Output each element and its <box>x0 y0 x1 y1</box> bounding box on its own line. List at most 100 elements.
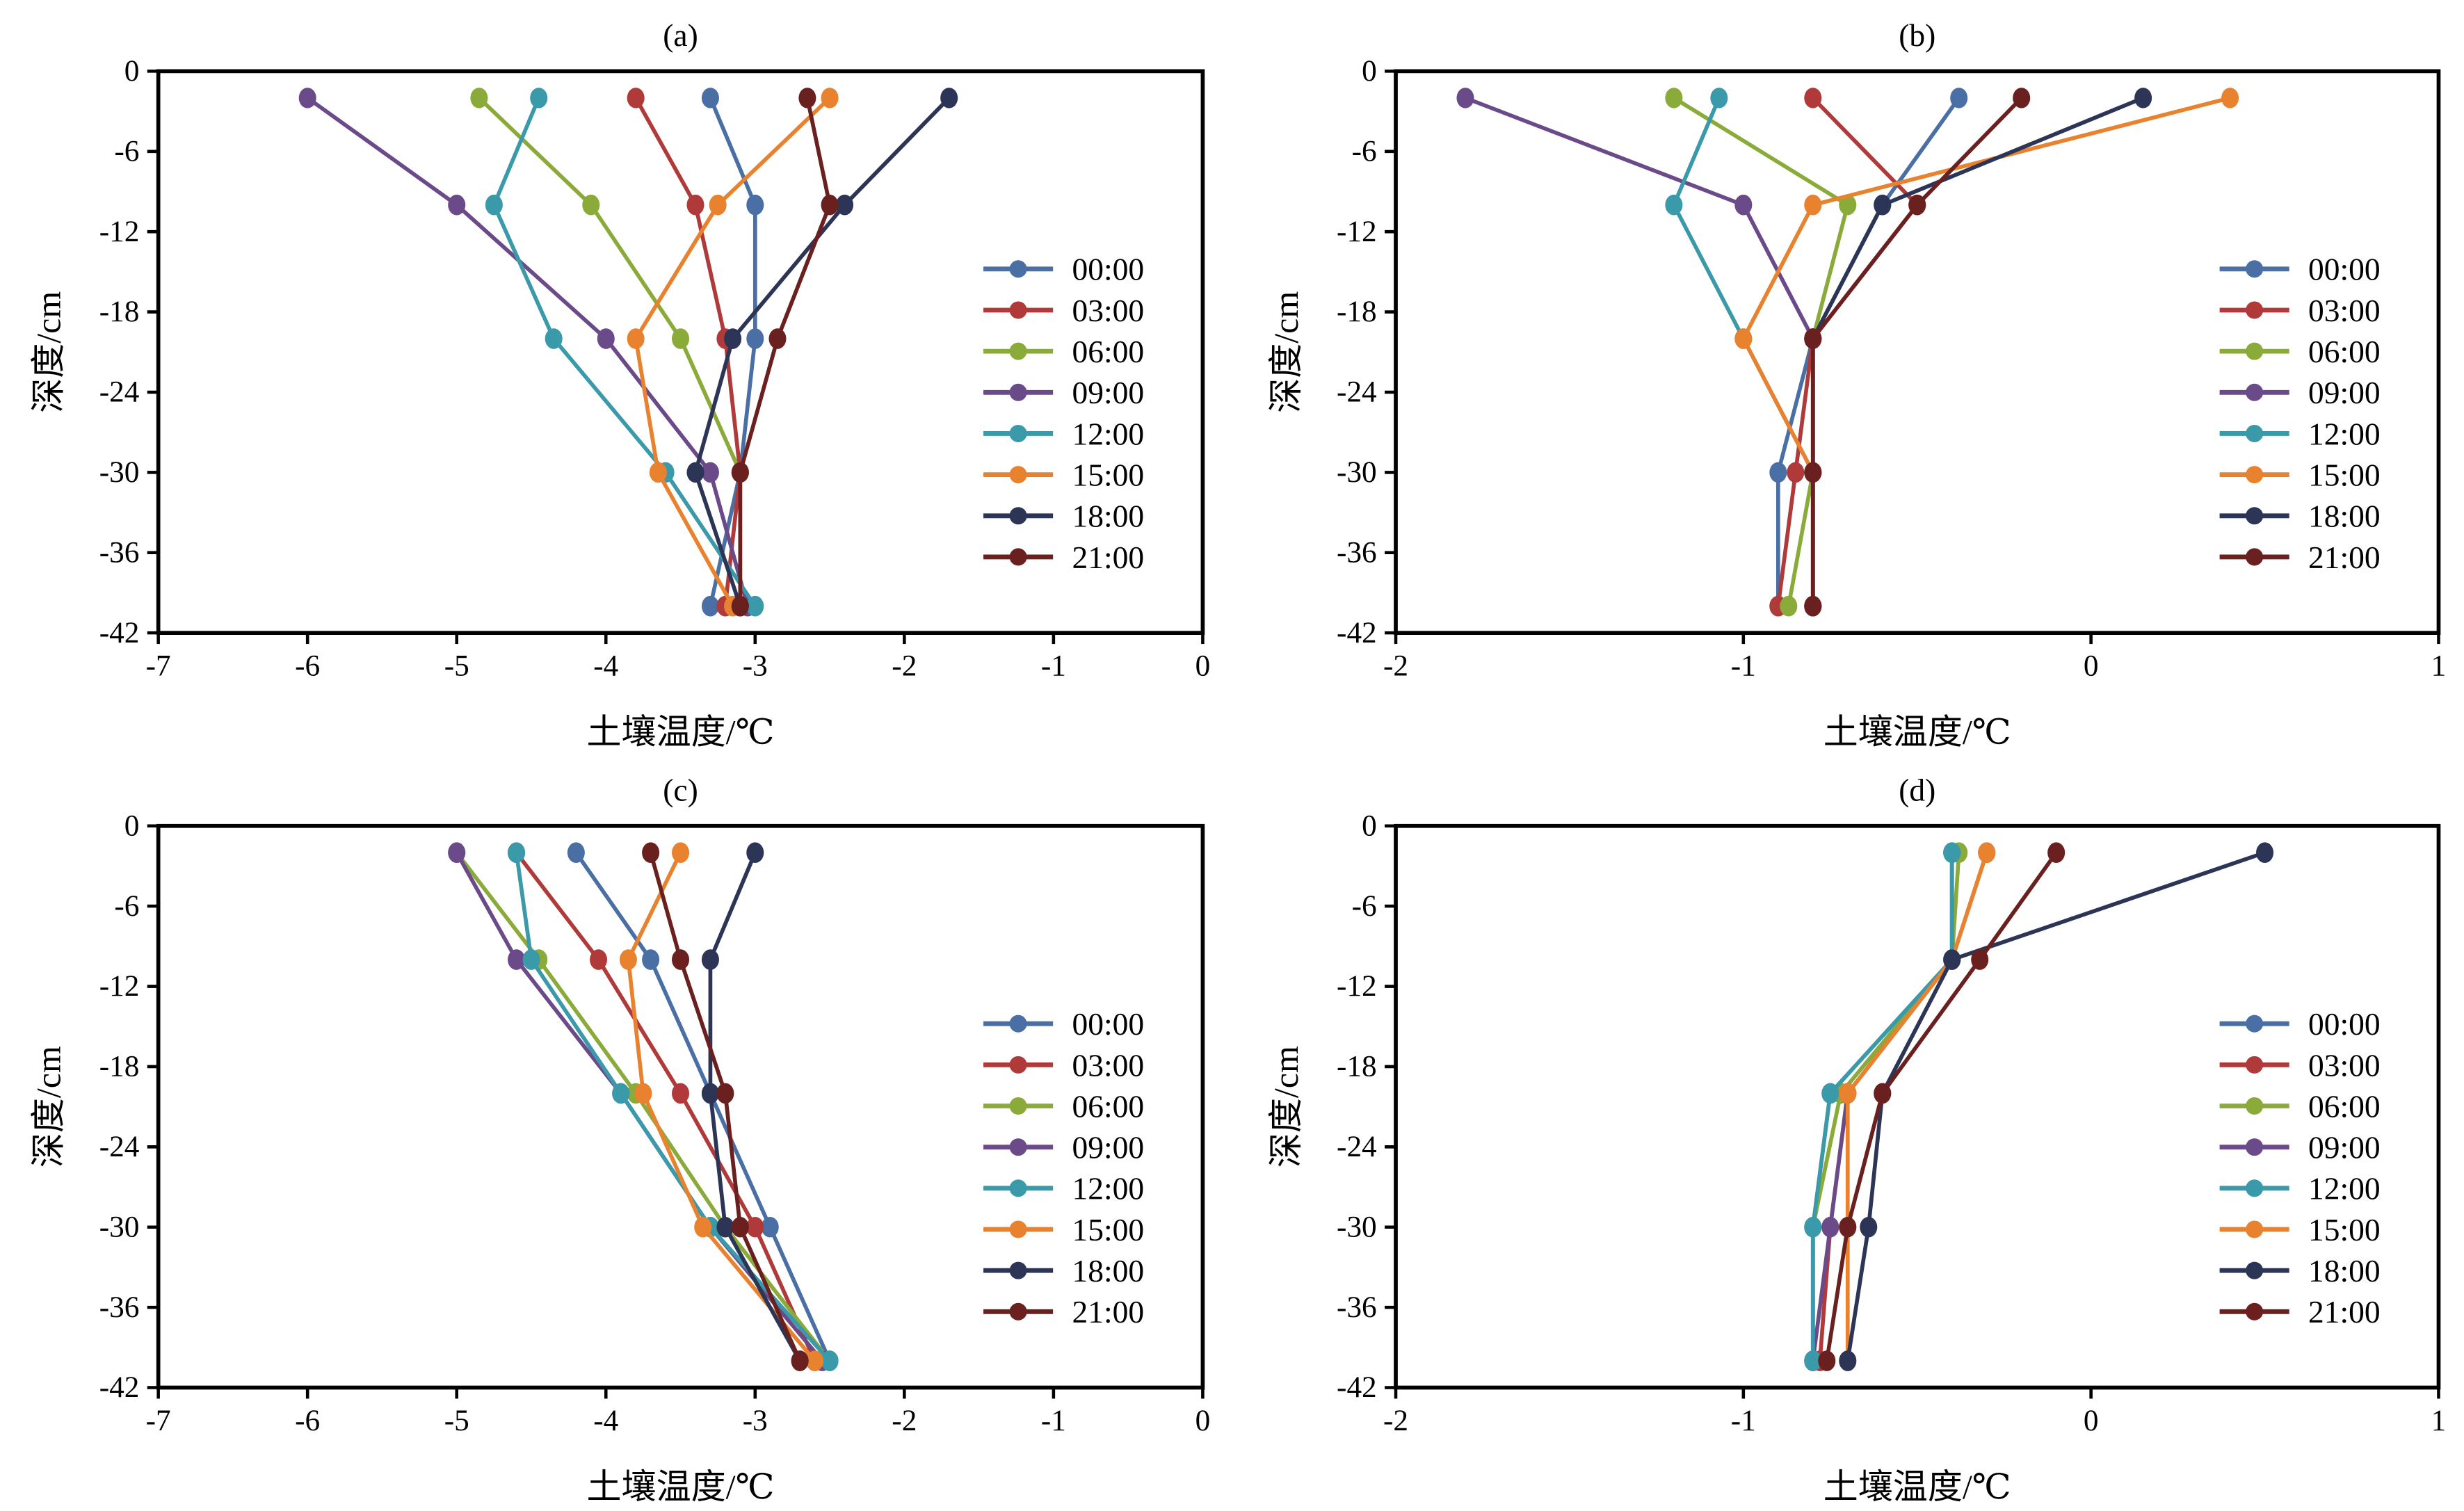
legend-marker <box>2246 424 2264 442</box>
y-tick-label: -30 <box>1337 1210 1377 1243</box>
panel-c: (c) -7 -6 -5 -4 -3 -2 -1 0 0 -6 -12 -18 -24 -30 -36 -42 土… <box>29 772 1211 1505</box>
data-point <box>1804 1216 1822 1238</box>
x-tick-label: -5 <box>444 649 469 683</box>
series-line <box>306 96 750 607</box>
y-tick-label: -12 <box>99 969 140 1003</box>
legend-marker <box>2246 301 2264 319</box>
data-point <box>1943 842 1961 864</box>
legend-label: 09:00 <box>1072 375 1144 410</box>
chart-title: (b) <box>1899 17 1935 53</box>
y-tick-label: 0 <box>124 809 140 842</box>
y-tick-label: -42 <box>99 1371 140 1404</box>
series-line <box>1741 96 2231 606</box>
data-point <box>1950 88 1968 108</box>
data-point <box>1839 1350 1857 1371</box>
legend-marker <box>2246 1302 2264 1320</box>
data-point <box>746 842 764 864</box>
series-line <box>477 96 743 606</box>
data-point <box>582 194 600 216</box>
data-point <box>1860 1216 1878 1238</box>
data-point <box>1456 88 1474 108</box>
data-point <box>508 842 526 864</box>
legend-marker <box>1009 1015 1027 1033</box>
data-point <box>1734 328 1753 349</box>
chart-title: (c) <box>663 772 698 807</box>
series-line <box>708 852 802 1362</box>
legend-label: 03:00 <box>2308 293 2381 328</box>
x-tick-label: 0 <box>1195 1404 1211 1437</box>
x-tick-label: 0 <box>1195 649 1211 683</box>
data-point <box>1787 462 1805 483</box>
series-1800 <box>701 842 809 1371</box>
x-tick-label: -4 <box>593 649 618 683</box>
legend-marker <box>1009 260 1027 278</box>
x-tick-label: -1 <box>1041 1404 1066 1437</box>
series-1200 <box>1665 88 1822 617</box>
y-axis-label: 深度/cm <box>1266 1046 1305 1167</box>
data-point <box>612 1083 630 1104</box>
y-tick-label: -6 <box>1352 134 1377 168</box>
data-point <box>806 1350 824 1371</box>
data-point <box>642 949 660 970</box>
data-point <box>1943 949 1961 970</box>
legend-marker <box>2246 1056 2264 1074</box>
x-tick-label: -2 <box>1383 649 1408 683</box>
x-tick-label: -3 <box>743 649 768 683</box>
series-line <box>1464 96 1815 606</box>
x-tick-label: -4 <box>593 1404 618 1437</box>
data-point <box>597 328 615 349</box>
series-line <box>1810 853 1961 1361</box>
legend-marker <box>2246 507 2264 525</box>
y-tick-label: -24 <box>1337 375 1377 409</box>
data-point <box>508 949 526 970</box>
legend-label: 15:00 <box>1072 1212 1144 1247</box>
y-tick-label: 0 <box>1362 54 1377 88</box>
data-point <box>2256 842 2274 864</box>
legend-label: 21:00 <box>1072 540 1144 575</box>
x-tick-label: -1 <box>1731 649 1756 683</box>
series-1500 <box>627 88 839 617</box>
series-line <box>1810 96 2023 606</box>
data-point <box>701 1083 719 1104</box>
legend-marker <box>1009 1220 1027 1238</box>
data-point <box>672 949 690 970</box>
y-tick-label: -6 <box>1352 889 1377 923</box>
data-point <box>2047 842 2066 864</box>
data-point <box>642 842 660 864</box>
data-point <box>470 88 488 108</box>
legend-label: 03:00 <box>2308 1047 2381 1083</box>
legend: 00:00 03:00 06:00 09:00 12:00 15:00 18:00 21:00 <box>2219 1006 2381 1330</box>
data-point <box>1769 462 1787 483</box>
data-point <box>746 595 764 617</box>
data-point <box>836 194 854 216</box>
series-line <box>1671 97 1815 606</box>
plot-frame <box>156 823 1205 1390</box>
y-tick-label: -24 <box>99 1130 140 1163</box>
data-point <box>731 1216 749 1238</box>
series-1800 <box>1839 842 2274 1371</box>
legend-marker <box>1009 1056 1027 1074</box>
y-tick-label: -36 <box>99 535 140 569</box>
series-0600 <box>448 842 839 1371</box>
data-point <box>485 194 503 216</box>
series-line <box>1845 852 1989 1361</box>
data-point <box>448 842 466 864</box>
legend-marker <box>1009 342 1027 360</box>
data-point <box>1821 1216 1839 1238</box>
data-point <box>694 1216 712 1238</box>
legend-marker <box>2246 548 2264 566</box>
y-tick-label: -36 <box>1337 535 1377 569</box>
data-point <box>1971 949 1989 970</box>
legend-marker <box>1009 466 1027 484</box>
y-tick-label: -12 <box>99 215 140 248</box>
data-point <box>709 194 727 216</box>
data-point <box>649 462 667 483</box>
x-tick-label: -5 <box>444 1404 469 1437</box>
data-point <box>1665 194 1683 216</box>
legend-label: 12:00 <box>1072 416 1144 451</box>
series-0000 <box>567 842 839 1371</box>
legend-label: 18:00 <box>2308 499 2381 534</box>
legend: 00:00 03:00 06:00 09:00 12:00 15:00 18:00 21:00 <box>983 1006 1144 1330</box>
y-tick-label: -6 <box>114 134 139 168</box>
panel-b: (b) -2 -1 0 1 0 -6 -12 -18 -24 -30 -36 -42 土壤温度/℃ 深度/c… <box>1266 17 2446 751</box>
